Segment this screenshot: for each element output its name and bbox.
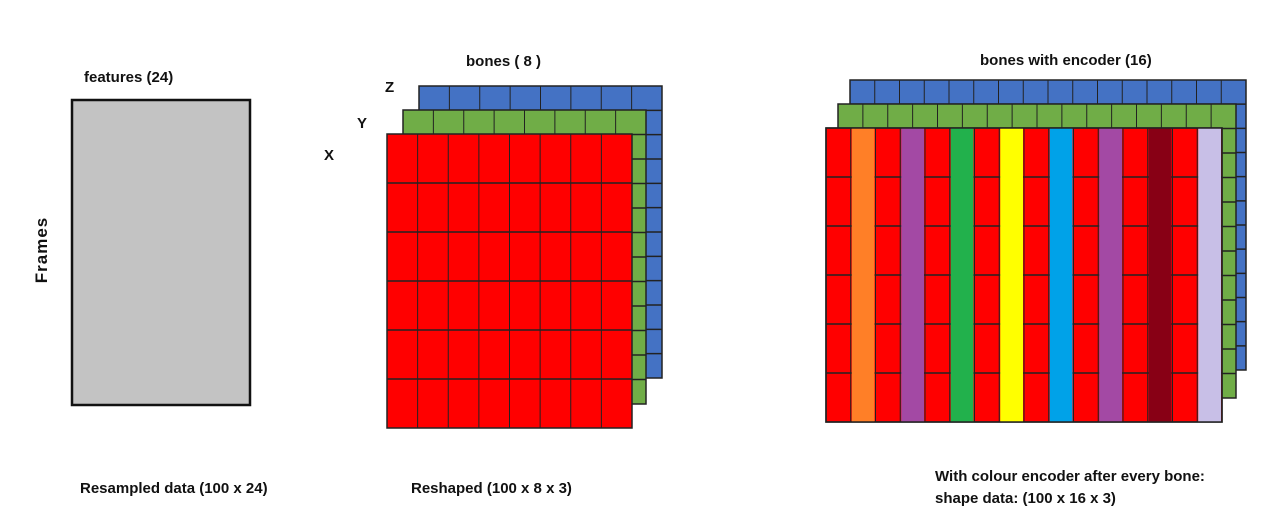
encoded-tensor-stack: [825, 79, 1247, 423]
encoder-column-4: [1000, 128, 1023, 422]
resampled-data-block: [70, 98, 252, 407]
encoder-column-7: [1148, 128, 1172, 422]
encoder-column-8: [1198, 128, 1221, 422]
resampled-rect: [70, 98, 252, 407]
encoder-column-1: [851, 128, 875, 422]
axis-y-label: Y: [357, 115, 368, 132]
encoder-column-2: [901, 128, 924, 422]
x-layer: [386, 133, 633, 429]
bones-label: bones ( 8 ): [466, 53, 542, 70]
axis-z-label: Z: [385, 79, 395, 96]
axis-x-label: X: [324, 147, 335, 164]
encoded-caption-line2: shape data: (100 x 16 x 3): [935, 490, 1116, 507]
enc-x-layer-border: [825, 127, 1223, 423]
features-label: features (24): [84, 69, 174, 86]
reshaped-tensor-stack: [386, 85, 663, 429]
encoded-caption: With colour encoder after every bone: sh…: [935, 466, 1275, 510]
enc-x-layer: [825, 127, 1223, 423]
encoder-column-3: [950, 128, 974, 422]
bones-with-encoder-label: bones with encoder (16): [980, 52, 1152, 69]
encoder-column-6: [1099, 128, 1122, 422]
encoded-caption-line1: With colour encoder after every bone:: [935, 468, 1205, 485]
reshaped-caption: Reshaped (100 x 8 x 3): [411, 480, 572, 497]
encoder-column-5: [1049, 128, 1073, 422]
resampled-caption: Resampled data (100 x 24): [80, 480, 268, 497]
frames-axis-label: Frames: [32, 216, 51, 284]
